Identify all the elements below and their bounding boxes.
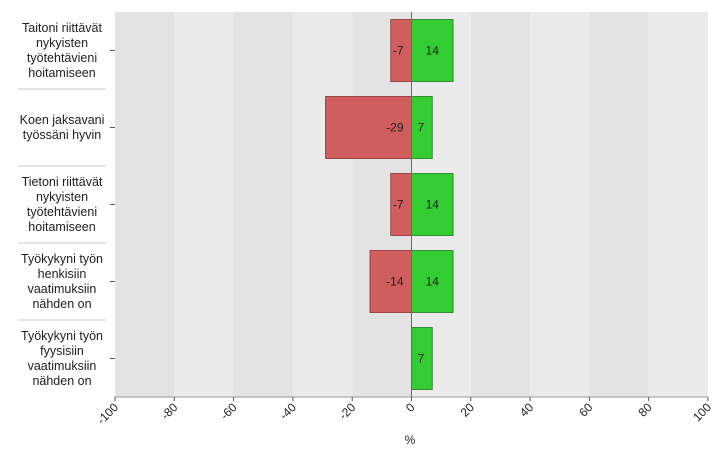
category-label: Koen jaksavani työssäni hyvin: [20, 113, 105, 142]
x-axis-title: %: [405, 433, 416, 447]
data-labels: -7 14 -29 7 -7 14 -14 14 7: [386, 44, 439, 366]
category-labels: Taitoni riittävät nykyisten työtehtävieni h…: [18, 21, 115, 388]
data-label-positive: 7: [418, 352, 425, 366]
data-label-positive: 14: [426, 198, 440, 212]
data-label-negative: -7: [393, 198, 404, 212]
bar-positive: [411, 19, 454, 82]
x-tick-labels: -100 -80 -60 -40 -20 0 20 40 60 80 100: [94, 396, 714, 427]
x-tick-label: 40: [517, 400, 537, 420]
category-label-line: fyysisiin: [40, 344, 84, 358]
data-label-negative: -7: [393, 44, 404, 58]
data-label-positive: 14: [426, 275, 440, 289]
category-label-line: työtehtävieni: [27, 205, 97, 219]
category-label-line: hoitamiseen: [28, 220, 95, 234]
x-tick-label: 0: [403, 400, 418, 415]
category-label-line: työssäni hyvin: [23, 128, 102, 142]
background-bands: [115, 12, 708, 397]
category-label-line: vaatimuksiin: [28, 282, 97, 296]
bar-negative: [325, 96, 412, 159]
category-label-line: vaatimuksiin: [28, 359, 97, 373]
category-label-line: nykyisten: [36, 36, 88, 50]
category-label: Työkykyni työn henkisiin vaatimuksiin nähde…: [21, 252, 103, 311]
background-band: [292, 12, 353, 397]
data-label-positive: 7: [418, 121, 425, 135]
category-label-line: Työkykyni työn: [21, 329, 103, 343]
x-tick-label: -40: [277, 400, 299, 422]
category-label-line: Työkykyni työn: [21, 252, 103, 266]
background-band: [470, 12, 531, 397]
category-label-line: työtehtävieni: [27, 51, 97, 65]
category-label: Taitoni riittävät nykyisten työtehtävieni h…: [22, 21, 102, 80]
x-tick-label: -20: [336, 400, 358, 422]
category-label-line: Tietoni riittävät: [22, 175, 103, 189]
bar-positive: [411, 173, 454, 236]
x-tick-label: 100: [690, 400, 714, 424]
category-label: Tietoni riittävät nykyisten työtehtävieni h…: [22, 175, 103, 234]
category-label-line: Taitoni riittävät: [22, 21, 102, 35]
x-tick-label: -80: [158, 400, 180, 422]
category-label-line: nähden on: [32, 374, 91, 388]
background-band: [174, 12, 234, 397]
category-label-line: nykyisten: [36, 190, 88, 204]
category-label-line: Koen jaksavani: [20, 113, 105, 127]
data-label-positive: 14: [426, 44, 440, 58]
x-tick-label: 60: [576, 400, 596, 420]
x-tick-label: -60: [218, 400, 240, 422]
background-band: [233, 12, 293, 397]
x-tick-label: -100: [94, 400, 121, 427]
bar-negative: [369, 250, 412, 313]
background-band: [115, 12, 175, 397]
background-band: [589, 12, 649, 397]
category-label-line: hoitamiseen: [28, 66, 95, 80]
category-label-line: nähden on: [32, 297, 91, 311]
bar-positive: [411, 250, 454, 313]
data-label-negative: -29: [386, 121, 404, 135]
bars: [325, 19, 454, 390]
x-tick-label: 80: [635, 400, 655, 420]
data-label-negative: -14: [386, 275, 404, 289]
category-label: Työkykyni työn fyysisiin vaatimuksiin nähde…: [21, 329, 103, 388]
background-band: [648, 12, 708, 397]
category-label-line: henkisiin: [38, 267, 87, 281]
background-band: [530, 12, 590, 397]
x-tick-label: 20: [458, 400, 478, 420]
